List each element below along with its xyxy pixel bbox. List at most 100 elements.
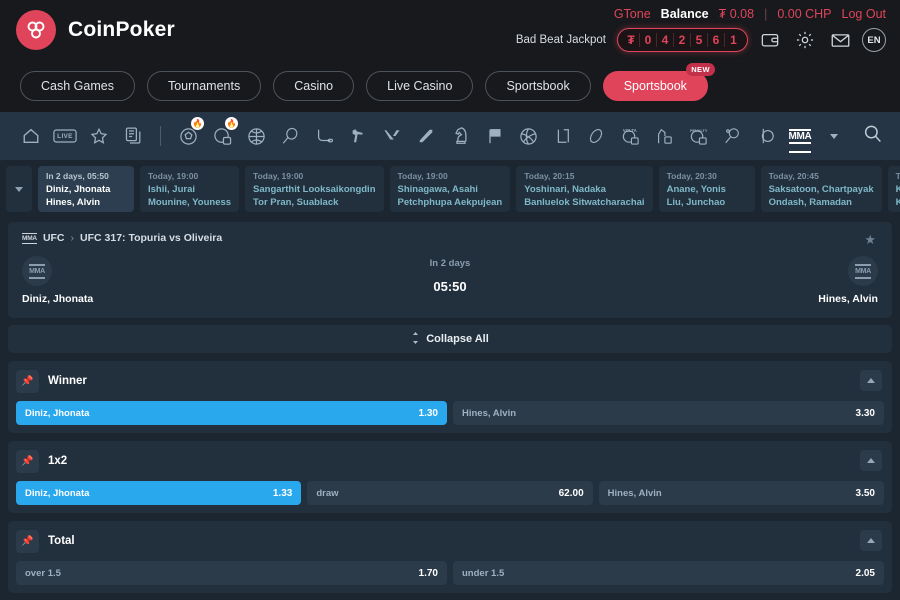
carousel-card-player1: Ishii, Jurai (148, 184, 195, 195)
handball-icon[interactable] (749, 116, 783, 156)
market-title: 1x2 (48, 455, 68, 467)
market-collapse-toggle[interactable] (860, 370, 882, 391)
chess-icon[interactable] (443, 116, 477, 156)
favorite-star-icon[interactable]: ★ (864, 232, 876, 247)
carousel-card-time: Today, 19:00 (253, 171, 304, 181)
carousel-card[interactable]: Today, 20:15 Yoshinari, Nadaka Banluelok… (516, 166, 653, 212)
teams-row: MMA Diniz, Jhonata In 2 days 05:50 MMA H… (22, 256, 878, 305)
market-collapse-toggle[interactable] (860, 530, 882, 551)
odds-label: over 1.5 (25, 567, 61, 579)
tennis-icon[interactable] (273, 116, 307, 156)
carousel-card[interactable]: Today, 20:45 Saksatoon, Chartpayak Ondas… (760, 166, 882, 212)
odds-row: Diniz, Jhonata 1.33 draw 62.00 Hines, Al… (16, 481, 884, 505)
mail-icon[interactable] (827, 27, 853, 53)
mma-icon: MMA (22, 232, 37, 244)
mma-logo-label: MMA (855, 263, 871, 279)
odds-button[interactable]: over 1.5 1.70 (16, 561, 447, 585)
breadcrumb-sport[interactable]: UFC (42, 232, 65, 244)
rugby-icon[interactable] (579, 116, 613, 156)
gear-icon[interactable] (792, 27, 818, 53)
nav-pill-sportsbook-new[interactable]: Sportsbook NEW (602, 63, 715, 101)
pin-icon[interactable]: 📌 (16, 529, 39, 553)
market-title: Total (48, 535, 75, 547)
nav-pill-tournaments[interactable]: Tournaments (146, 71, 262, 101)
carousel-card[interactable]: Today, 19:00 Ishii, Jurai Mounine, Youne… (140, 166, 240, 212)
pin-icon[interactable]: 📌 (16, 449, 39, 473)
utility-row: Bad Beat Jackpot ₮ 0 4 2 5 6 1 (516, 24, 886, 56)
soccer-virtual-icon[interactable]: 🔥 (205, 116, 239, 156)
basketball-icon[interactable] (239, 116, 273, 156)
chevron-down-icon[interactable] (817, 116, 851, 156)
carousel-card-time: Today, 19:00 (397, 171, 448, 181)
nav-pill-live-casino[interactable]: Live Casino (366, 71, 474, 101)
nav-pill-sportsbook[interactable]: Sportsbook (485, 71, 591, 101)
mma-icon: MMA (788, 128, 812, 144)
sports-bar-selected-mma[interactable]: MMA (783, 116, 817, 156)
away-team-logo-icon: MMA (847, 256, 878, 286)
volta-football-icon[interactable]: VOLTA (613, 116, 647, 156)
home-icon[interactable] (14, 116, 48, 156)
market-collapse-toggle[interactable] (860, 450, 882, 471)
counter-strike-icon[interactable] (341, 116, 375, 156)
carousel-card-player2: Petchphupa Aekpujean (397, 197, 503, 208)
live-icon[interactable]: LIVE (48, 116, 82, 156)
balance-value: ₮ 0.08 (718, 7, 755, 21)
nav-pill-casino[interactable]: Casino (273, 71, 355, 101)
nav-pill-cash-games[interactable]: Cash Games (20, 71, 135, 101)
live-label: LIVE (57, 132, 73, 140)
odds-button[interactable]: Hines, Alvin 3.50 (598, 481, 884, 505)
odds-value: 1.33 (272, 487, 293, 499)
event-header: MMA UFC › UFC 317: Topuria vs Oliveira ★… (8, 222, 892, 318)
mma-logo-label: MMA (29, 263, 45, 279)
breadcrumb-event[interactable]: UFC 317: Topuria vs Oliveira (80, 232, 223, 244)
brand-name: CoinPoker (68, 18, 175, 41)
collapse-all-button[interactable]: Collapse All (8, 325, 892, 353)
odds-button[interactable]: draw 62.00 (307, 481, 593, 505)
ice-hockey-icon[interactable] (307, 116, 341, 156)
carousel-card[interactable]: Today, 20:30 Anane, Yonis Liu, Junchao (658, 166, 755, 212)
carousel-card[interactable]: Today, 21:00 Kongchai Chanaidonmueang Ko… (887, 166, 900, 212)
away-team-name: Hines, Alvin (818, 293, 878, 305)
wallet-icon[interactable] (757, 27, 783, 53)
logout-link[interactable]: Log Out (841, 7, 886, 21)
league-of-legends-icon[interactable] (545, 116, 579, 156)
odds-button[interactable]: Diniz, Jhonata 1.30 (16, 401, 447, 425)
odds-button[interactable]: Hines, Alvin 3.30 (453, 401, 884, 425)
penalty-shootout-icon[interactable]: PENALTY (681, 116, 715, 156)
market-1x2: 📌 1x2 Diniz, Jhonata 1.33 draw 62.00 Hin… (8, 441, 892, 513)
carousel-card[interactable]: Today, 19:00 Shinagawa, Asahi Petchphupa… (389, 166, 511, 212)
pin-icon[interactable]: 📌 (16, 369, 39, 393)
star-icon[interactable] (82, 116, 116, 156)
hot-badge-icon: 🔥 (225, 117, 238, 130)
carousel-card-time: Today, 20:45 (768, 171, 819, 181)
gtone-link[interactable]: GTone (613, 7, 651, 21)
carousel-prev-button[interactable] (6, 166, 32, 212)
market-winner: 📌 Winner Diniz, Jhonata 1.30 Hines, Alvi… (8, 361, 892, 433)
table-tennis-icon[interactable] (715, 116, 749, 156)
horse-racing-icon[interactable] (647, 116, 681, 156)
dota-icon[interactable] (409, 116, 443, 156)
carousel-card-time: Today, 21:00 (895, 171, 900, 181)
motorsport-icon[interactable] (477, 116, 511, 156)
main-nav: Cash Games Tournaments Casino Live Casin… (0, 60, 900, 112)
event-time-block: In 2 days 05:50 (430, 256, 471, 294)
odds-value: 62.00 (558, 487, 584, 499)
valorant-icon[interactable] (375, 116, 409, 156)
carousel-card[interactable]: Today, 19:00 Sangarthit Looksaikongdin T… (245, 166, 384, 212)
language-selector[interactable]: EN (862, 28, 886, 52)
carousel-card-time: Today, 20:30 (666, 171, 717, 181)
odds-label: Hines, Alvin (462, 407, 517, 419)
brand-logo-group[interactable]: CoinPoker (16, 10, 175, 50)
volleyball-icon[interactable] (511, 116, 545, 156)
carousel-card-player2: Mounine, Youness (148, 197, 232, 208)
odds-label: Diniz, Jhonata (25, 407, 90, 419)
search-icon[interactable] (863, 124, 882, 148)
bad-beat-jackpot-counter[interactable]: ₮ 0 4 2 5 6 1 (617, 28, 748, 52)
jackpot-digit: ₮ (623, 33, 640, 47)
bet-slip-icon[interactable] (116, 116, 150, 156)
odds-label: under 1.5 (462, 567, 505, 579)
odds-button[interactable]: Diniz, Jhonata 1.33 (16, 481, 302, 505)
odds-button[interactable]: under 1.5 2.05 (453, 561, 884, 585)
soccer-icon[interactable]: 🔥 (171, 116, 205, 156)
carousel-card[interactable]: In 2 days, 05:50 Diniz, Jhonata Hines, A… (38, 166, 134, 212)
